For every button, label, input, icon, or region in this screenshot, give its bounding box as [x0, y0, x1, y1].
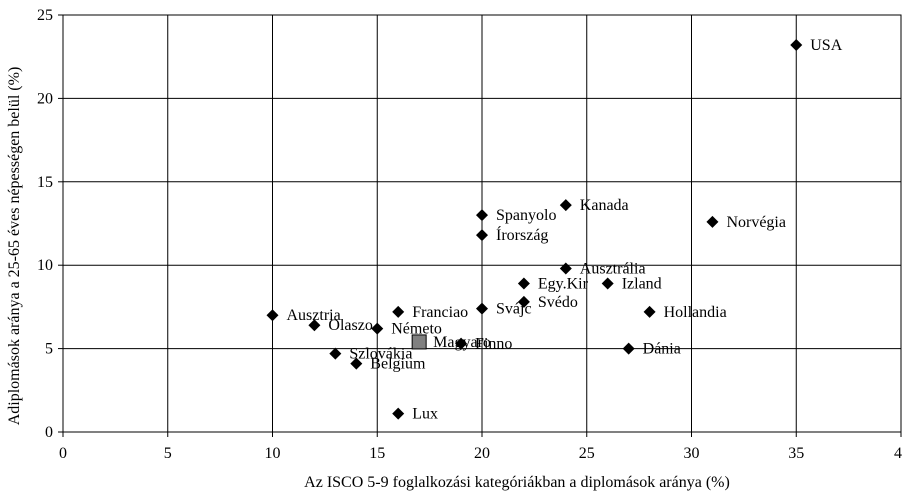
point-label: Magyaro [433, 334, 491, 351]
data-point [329, 347, 342, 360]
data-point [517, 295, 530, 308]
data-point [308, 319, 321, 332]
point-label: Franciao [412, 304, 468, 321]
y-tick-label: 15 [37, 174, 53, 191]
data-points [266, 39, 803, 420]
data-point [455, 337, 468, 350]
y-axis-title: Adiplomások aránya a 25-65 éves népesség… [6, 67, 23, 426]
point-label: Lux [412, 406, 438, 423]
x-tick-label: 30 [684, 445, 700, 462]
x-tick-label: 35 [788, 445, 804, 462]
data-point [476, 209, 488, 222]
data-point-highlight [411, 334, 427, 350]
point-label: Hollandia [664, 304, 727, 321]
x-tick-label: 15 [369, 445, 385, 462]
data-point [790, 39, 803, 52]
data-point [266, 309, 279, 322]
point-label: Írország [496, 225, 548, 244]
x-axis-title: Az ISCO 5-9 foglalkozási kategóriákban a… [304, 474, 730, 491]
point-label: Ausztrália [580, 261, 646, 278]
point-label: Kanada [580, 197, 629, 214]
point-labels: USA Kanada Spanyolo Norvégia Írország Ausztrá… [287, 37, 843, 423]
point-label: Szlovákia [349, 346, 412, 363]
y-tick-label: 5 [45, 341, 53, 358]
x-tick-label: 4 [894, 445, 902, 462]
y-tick-label: 25 [37, 7, 53, 24]
data-point [706, 215, 719, 228]
data-point [392, 407, 405, 420]
data-point [476, 229, 488, 242]
x-tick-label: 20 [474, 445, 490, 462]
y-tick-label: 0 [45, 424, 53, 441]
x-tick-label: 5 [164, 445, 172, 462]
point-label: Norvégia [726, 214, 786, 231]
y-tick-label: 10 [37, 257, 53, 274]
data-point [559, 262, 572, 275]
data-point [601, 277, 614, 290]
data-point [350, 357, 363, 370]
y-axis-ticks: 0 5 10 15 20 25 [37, 7, 63, 441]
point-label: Olaszo [328, 317, 372, 334]
x-tick-label: 25 [579, 445, 595, 462]
point-label: Svédo [538, 294, 578, 311]
point-label: USA [810, 37, 842, 54]
point-label: Dánia [643, 341, 681, 358]
data-point [559, 199, 572, 212]
x-tick-label: 0 [59, 445, 67, 462]
data-point [476, 302, 488, 315]
point-label: Németo [391, 321, 442, 338]
point-label: Finno [475, 336, 512, 353]
data-point [643, 305, 656, 318]
point-label: Belgium [370, 356, 426, 373]
data-point [517, 277, 530, 290]
data-point [392, 305, 405, 318]
point-label: Svájc [496, 301, 532, 318]
y-tick-label: 20 [37, 90, 53, 107]
x-tick-label: 10 [265, 445, 281, 462]
data-point [622, 342, 635, 355]
data-point [371, 322, 384, 335]
point-label: Egy.Kir [538, 276, 589, 293]
point-label: Ausztria [287, 307, 341, 324]
point-label: Spanyolo [496, 207, 556, 224]
x-axis-ticks: 0 5 10 15 20 25 30 35 4 [59, 432, 902, 462]
point-label: Izland [622, 276, 662, 293]
